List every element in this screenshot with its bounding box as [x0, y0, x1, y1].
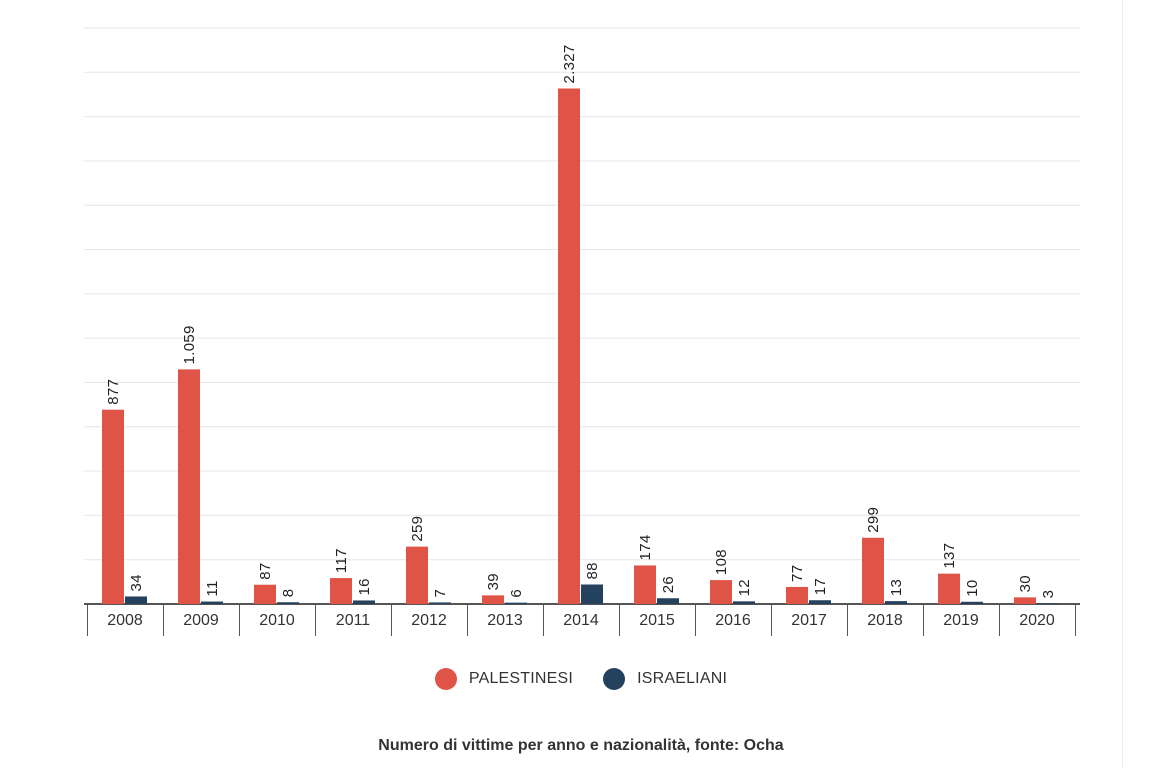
- data-label-israeliani-2009: 11: [204, 580, 221, 596]
- data-label-palestinesi-2010: 87: [257, 562, 274, 579]
- x-tick-label-2008: 2008: [107, 612, 143, 629]
- right-border: [1122, 0, 1123, 768]
- data-label-palestinesi-2015: 174: [637, 535, 654, 561]
- data-label-palestinesi-2013: 39: [485, 573, 502, 590]
- data-label-palestinesi-2014: 2.327: [561, 44, 578, 83]
- bar-israeliani-2020: [1037, 603, 1059, 604]
- x-tick-label-2011: 2011: [336, 612, 371, 629]
- bar-palestinesi-2013: [482, 595, 504, 604]
- bar-israeliani-2012: [429, 602, 451, 604]
- bar-israeliani-2017: [809, 600, 831, 604]
- data-label-israeliani-2018: 13: [888, 579, 905, 596]
- bar-palestinesi-2014: [558, 88, 580, 605]
- bar-palestinesi-2012: [406, 546, 428, 604]
- x-tick-label-2010: 2010: [259, 612, 295, 629]
- bar-israeliani-2009: [201, 601, 223, 604]
- data-label-israeliani-2014: 88: [584, 562, 601, 579]
- bar-palestinesi-2016: [710, 580, 732, 604]
- data-label-israeliani-2017: 17: [812, 578, 829, 595]
- bar-israeliani-2008: [125, 596, 147, 604]
- bar-palestinesi-2015: [634, 565, 656, 604]
- legend-item-palestinesi[interactable]: PALESTINESI: [434, 668, 574, 690]
- data-label-palestinesi-2019: 137: [941, 543, 958, 569]
- x-tick-label-2018: 2018: [867, 612, 903, 629]
- bar-israeliani-2011: [353, 600, 375, 604]
- data-label-palestinesi-2016: 108: [713, 549, 730, 575]
- legend-swatch-israeliani: [603, 668, 626, 690]
- data-label-israeliani-2019: 10: [964, 579, 981, 596]
- data-label-palestinesi-2009: 1.059: [181, 325, 198, 364]
- bar-palestinesi-2019: [938, 573, 960, 604]
- bar-israeliani-2013: [505, 602, 527, 604]
- data-label-palestinesi-2017: 77: [789, 565, 806, 582]
- data-label-israeliani-2015: 26: [660, 576, 677, 593]
- data-label-israeliani-2020: 3: [1040, 590, 1057, 599]
- bar-israeliani-2019: [961, 601, 983, 604]
- x-tick-label-2016: 2016: [715, 612, 751, 629]
- data-label-palestinesi-2012: 259: [409, 516, 426, 542]
- data-label-israeliani-2016: 12: [736, 579, 753, 596]
- bar-palestinesi-2020: [1014, 597, 1036, 604]
- bar-palestinesi-2010: [254, 584, 276, 604]
- x-tick-label-2009: 2009: [183, 612, 219, 629]
- x-tick-label-2020: 2020: [1019, 612, 1055, 629]
- bar-chart: 877 34 2008 1.059 11 2009 87 8 2010 117 16 2011 259 7…: [84, 27, 1080, 636]
- data-label-palestinesi-2008: 877: [105, 379, 122, 405]
- data-label-israeliani-2012: 7: [432, 589, 449, 598]
- legend-label-israeliani: ISRAELIANI: [637, 670, 728, 687]
- x-tick-label-2013: 2013: [487, 612, 523, 629]
- legend: PALESTINESI ISRAELIANI: [0, 668, 1162, 690]
- data-label-palestinesi-2011: 117: [333, 548, 350, 573]
- bar-palestinesi-2008: [102, 409, 124, 604]
- data-label-palestinesi-2018: 299: [865, 507, 882, 533]
- bar-palestinesi-2017: [786, 586, 808, 604]
- x-tick-label-2012: 2012: [411, 612, 447, 629]
- legend-item-israeliani[interactable]: ISRAELIANI: [603, 668, 727, 690]
- data-label-israeliani-2010: 8: [280, 589, 297, 598]
- bar-israeliani-2018: [885, 601, 907, 604]
- bar-israeliani-2015: [657, 598, 679, 604]
- bar-israeliani-2016: [733, 601, 755, 604]
- chart-caption: Numero di vittime per anno e nazionalità…: [378, 737, 784, 754]
- bar-israeliani-2010: [277, 602, 299, 604]
- x-tick-label-2014: 2014: [563, 612, 599, 629]
- bar-palestinesi-2009: [178, 369, 200, 604]
- bar-palestinesi-2018: [862, 537, 884, 604]
- data-label-israeliani-2011: 16: [356, 578, 373, 595]
- data-label-palestinesi-2020: 30: [1017, 575, 1034, 592]
- x-tick-label-2017: 2017: [791, 612, 827, 629]
- data-label-israeliani-2008: 34: [128, 574, 145, 591]
- legend-swatch-palestinesi: [434, 668, 457, 690]
- legend-label-palestinesi: PALESTINESI: [468, 670, 574, 687]
- data-label-israeliani-2013: 6: [508, 589, 525, 598]
- bar-israeliani-2014: [581, 584, 603, 604]
- x-tick-label-2019: 2019: [943, 612, 979, 629]
- x-tick-label-2015: 2015: [639, 612, 675, 629]
- bar-palestinesi-2011: [330, 578, 352, 604]
